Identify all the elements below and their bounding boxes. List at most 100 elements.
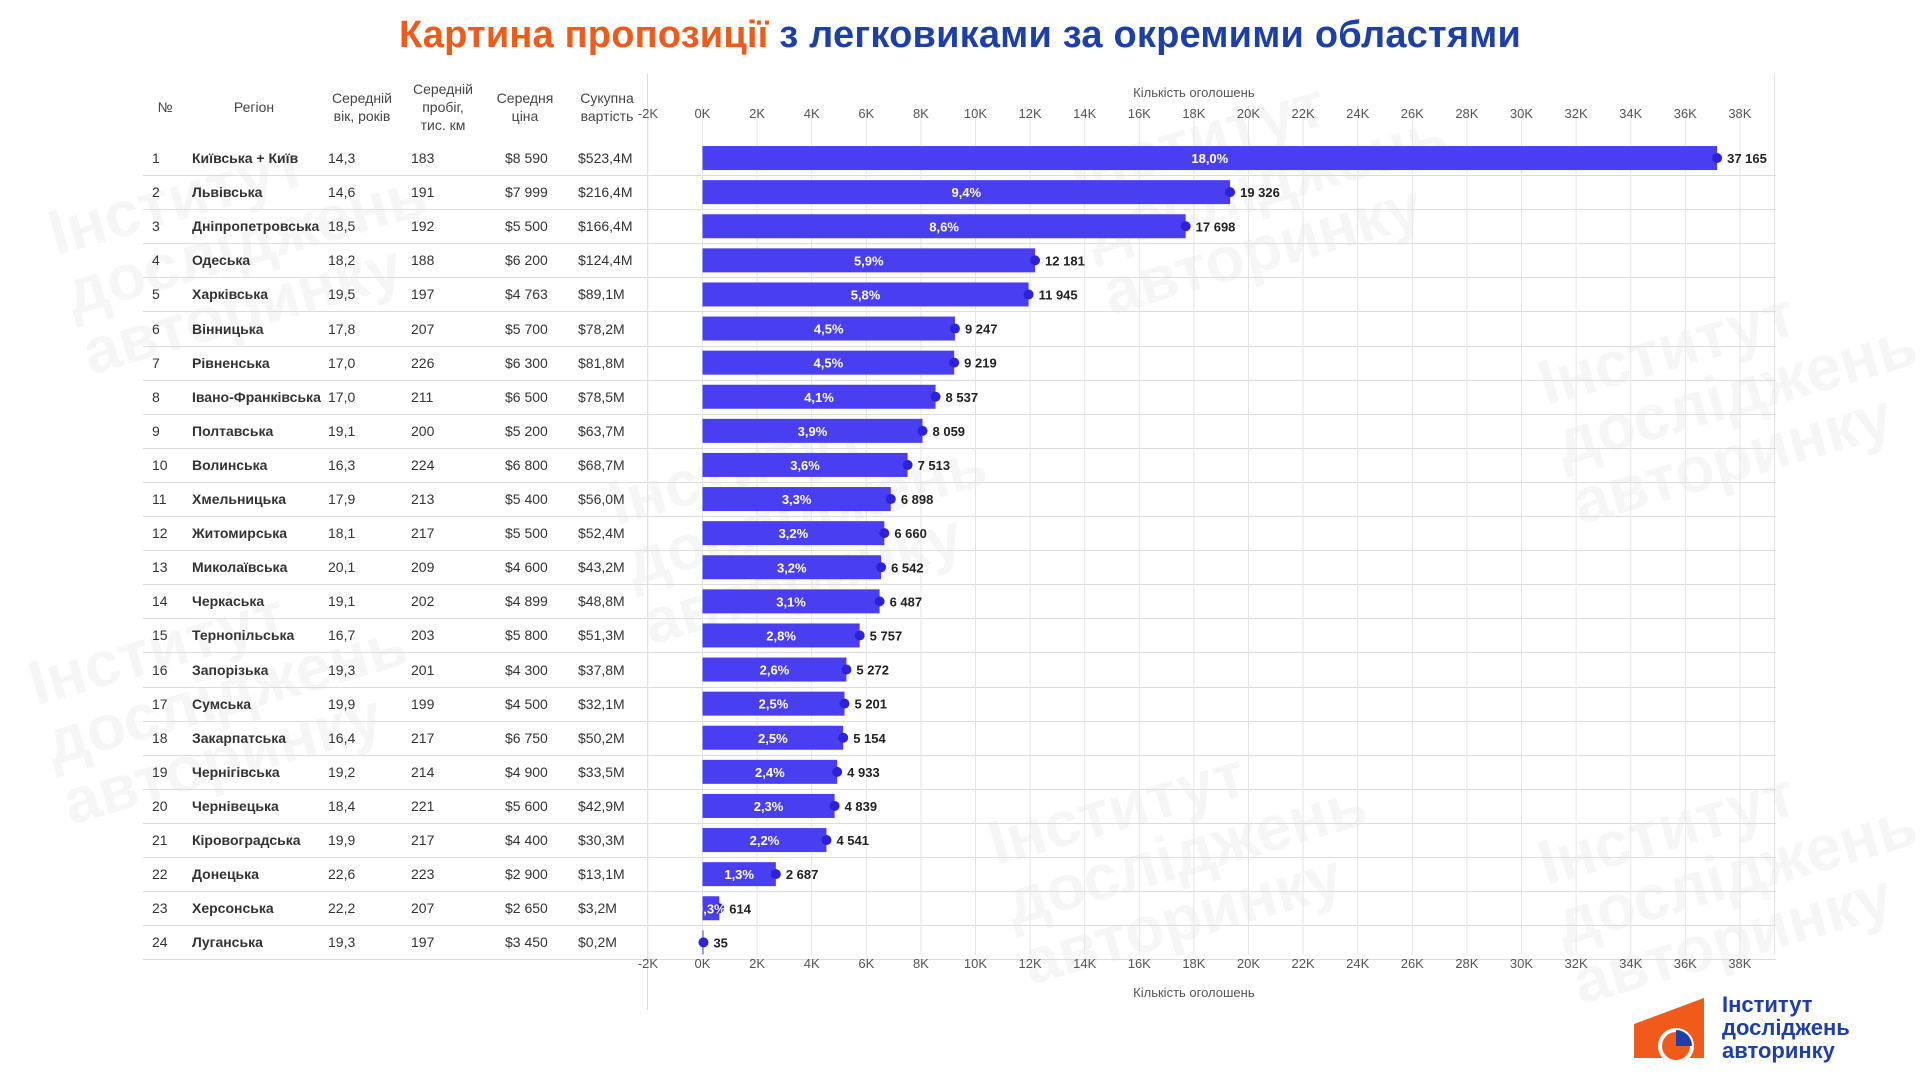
bar-value-label: 11 945 <box>1039 287 1078 302</box>
x-tick-label-top: 12K <box>1019 106 1042 121</box>
table-row: 2 Львівська 14,6 191 $7 999 $216,4M <box>143 175 1776 211</box>
cell-price: $6 800 <box>505 456 548 473</box>
cell-age: 17,9 <box>328 491 356 507</box>
cell-age: 17,0 <box>328 388 356 405</box>
table-row: 4 Одеська 18,2 188 $6 200 $124,4M <box>143 243 1776 279</box>
x-tick-label-bottom: 28K <box>1455 956 1478 971</box>
bar-end-dot <box>841 664 852 675</box>
x-tick-label-top: 30K <box>1510 106 1533 121</box>
cell-region: Хмельницька <box>192 491 287 507</box>
bar-end-dot <box>1225 187 1236 198</box>
cell-mileage: 217 <box>411 832 435 848</box>
cell-region: Одеська <box>192 252 251 269</box>
cell-age: 19,9 <box>328 832 356 848</box>
cell-price: $6 500 <box>505 388 548 405</box>
cell-region: Тернопільська <box>192 627 295 644</box>
x-tick-label-bottom: 34K <box>1619 956 1642 971</box>
header-price: Середня ціна <box>496 90 554 124</box>
cell-mileage: 213 <box>411 491 435 507</box>
bar-share-label: 2,2% <box>750 833 780 848</box>
cell-num: 20 <box>152 797 168 814</box>
bar-end-dot <box>839 698 850 709</box>
bar-value-label: 6 542 <box>891 560 924 575</box>
header-mileage: Середній пробіг, тис. км <box>413 81 473 133</box>
bar-share-label: 1,3% <box>724 867 754 882</box>
cell-total: $523,4M <box>578 150 633 166</box>
bar-end-dot <box>838 732 849 743</box>
cell-total: $0,2M <box>578 934 617 951</box>
header-region: Регіон <box>233 99 275 115</box>
cell-region: Луганська <box>192 934 263 951</box>
cell-total: $48,8M <box>578 593 625 610</box>
bar-end-dot <box>829 800 840 811</box>
cell-total: $13,1M <box>578 866 625 883</box>
cell-num: 7 <box>152 354 160 371</box>
bar-value-label: 35 <box>713 935 727 950</box>
cell-age: 19,1 <box>328 422 356 439</box>
x-tick-label-bottom: 30K <box>1510 956 1533 971</box>
title-part-highlight: Картина пропозиції <box>398 14 769 56</box>
cell-region: Рівненська <box>192 354 270 371</box>
table-row: 17 Сумська 19,9 199 $4 500 $32,1M <box>143 687 1776 722</box>
cell-price: $4 400 <box>505 832 548 848</box>
cell-price: $5 700 <box>505 320 548 337</box>
bar-share-label: 2,4% <box>755 765 785 780</box>
cell-num: 10 <box>152 456 168 473</box>
bar-value-label: 19 326 <box>1240 185 1280 200</box>
bar <box>702 589 880 614</box>
cell-age: 19,3 <box>328 661 356 678</box>
bar-end-dot <box>930 391 941 402</box>
cell-num: 2 <box>152 184 160 201</box>
bar-value-label: 6 487 <box>890 594 923 609</box>
bar-value-label: 2 687 <box>786 867 819 882</box>
x-tick-label-top: 24K <box>1346 106 1369 121</box>
bar-end-dot <box>876 562 887 573</box>
x-tick-label-bottom: -2K <box>638 956 659 971</box>
cell-mileage: 209 <box>411 559 435 576</box>
cell-mileage: 223 <box>411 866 435 883</box>
cell-mileage: 207 <box>411 900 435 917</box>
cell-region: Івано-Франківська <box>192 388 321 405</box>
bar-value-label: 614 <box>729 901 751 916</box>
cell-mileage: 221 <box>411 797 435 814</box>
bar <box>702 623 860 648</box>
x-tick-label-top: 38K <box>1728 106 1751 121</box>
bar-share-label: 3,2% <box>779 526 809 541</box>
cell-mileage: 207 <box>411 320 435 337</box>
cell-num: 24 <box>152 934 168 951</box>
cell-num: 9 <box>152 422 160 439</box>
cell-num: 17 <box>152 695 168 712</box>
x-tick-label-top: 16K <box>1128 106 1151 121</box>
bar-share-label: 0,3% <box>696 901 726 916</box>
cell-price: $5 200 <box>505 422 548 439</box>
table-row: 21 Кіровоградська 19,9 217 $4 400 $30,3M <box>143 823 1776 858</box>
bar-share-label: 5,9% <box>854 253 884 268</box>
x-tick-label-top: -2K <box>638 106 659 121</box>
bar-share-label: 5,8% <box>851 287 881 302</box>
table-row: 14 Черкаська 19,1 202 $4 899 $48,8M <box>143 584 1776 620</box>
bar-share-label: 2,3% <box>754 799 784 814</box>
bar-value-label: 9 247 <box>965 322 998 337</box>
cell-price: $5 500 <box>505 525 548 542</box>
bar <box>702 725 844 750</box>
cell-num: 18 <box>152 729 168 746</box>
cell-mileage: 226 <box>411 354 435 371</box>
bar-end-dot <box>770 869 781 880</box>
table-row: 24 Луганська 19,3 197 $3 450 $0,2M <box>143 925 1776 961</box>
bar <box>702 691 845 716</box>
cell-age: 22,6 <box>328 866 356 883</box>
bar <box>702 418 923 443</box>
cell-price: $4 899 <box>505 593 548 610</box>
cell-mileage: 199 <box>411 695 435 712</box>
cell-num: 19 <box>152 763 168 780</box>
cell-region: Харківська <box>192 286 269 303</box>
bar-value-label: 12 181 <box>1045 253 1085 268</box>
cell-age: 17,0 <box>328 354 356 371</box>
cell-total: $32,1M <box>578 695 625 712</box>
x-tick-label-bottom: 20K <box>1237 956 1260 971</box>
x-axis-title-bottom: Кількість оголошень <box>1133 985 1255 1000</box>
cell-mileage: 183 <box>411 150 435 166</box>
x-tick-label-bottom: 36K <box>1674 956 1697 971</box>
cell-mileage: 188 <box>411 252 435 269</box>
x-tick-label-top: 34K <box>1619 106 1642 121</box>
